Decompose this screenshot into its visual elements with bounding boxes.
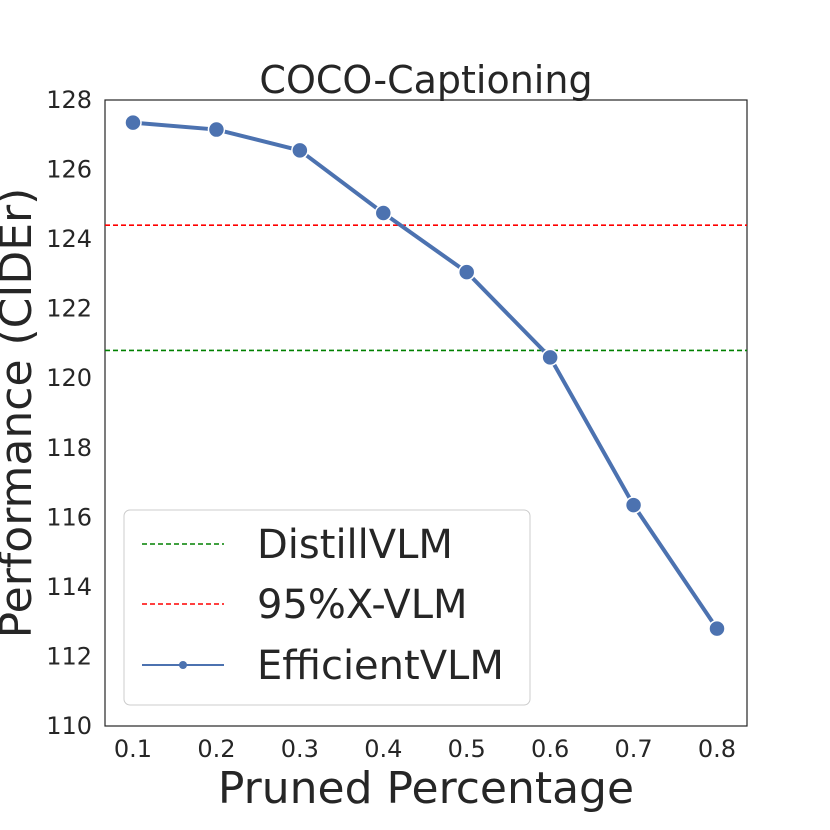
y-tick-label: 128 <box>46 86 92 114</box>
y-tick-label: 122 <box>46 295 92 323</box>
legend-box <box>123 509 531 706</box>
y-tick-label: 124 <box>46 225 92 253</box>
data-point <box>624 496 643 514</box>
x-tick-label: 0.1 <box>114 735 152 763</box>
legend-label-95-x-vlm: 95%X-VLM <box>257 582 468 628</box>
x-tick-label: 0.6 <box>531 735 569 763</box>
data-point <box>291 141 309 160</box>
data-point <box>708 619 726 638</box>
x-tick-label: 0.3 <box>281 735 319 763</box>
x-tick-label: 0.7 <box>614 735 652 763</box>
data-point <box>541 348 559 367</box>
x-tick-label: 0.2 <box>197 735 235 763</box>
legend-label-distillvlm: DistillVLM <box>257 522 453 568</box>
series-layer <box>124 113 726 638</box>
x-tick-labels: 0.1 0.2 0.3 0.4 0.5 0.6 0.7 0.8 <box>114 735 736 763</box>
data-point <box>207 120 226 139</box>
series-line-efficientvlm <box>131 120 719 631</box>
y-tick-label: 114 <box>46 573 92 601</box>
y-tick-label: 118 <box>46 434 92 462</box>
y-tick-label: 112 <box>46 642 92 670</box>
x-tick-label: 0.8 <box>698 735 736 763</box>
data-point <box>457 263 476 281</box>
y-tick-labels: 110 112 114 116 118 120 122 124 126 128 <box>46 86 92 740</box>
x-tick-label: 0.5 <box>448 735 486 763</box>
y-tick-label: 116 <box>46 503 92 531</box>
y-tick-label: 110 <box>46 712 92 740</box>
y-tick-label: 126 <box>46 156 92 184</box>
y-tick-label: 120 <box>46 364 92 392</box>
reference-lines <box>105 224 747 352</box>
legend-marker-efficientvlm <box>179 661 187 669</box>
chart-title: COCO-Captioning <box>259 58 592 102</box>
legend-label-efficientvlm: EfficientVLM <box>257 643 504 689</box>
data-point <box>374 204 393 222</box>
data-point <box>124 113 142 132</box>
y-axis-label: Performance (CIDEr) <box>0 188 42 639</box>
x-axis-label: Pruned Percentage <box>218 763 634 814</box>
x-tick-label: 0.4 <box>364 735 402 763</box>
legend: DistillVLM 95%X-VLM EfficientVLM <box>123 509 531 706</box>
